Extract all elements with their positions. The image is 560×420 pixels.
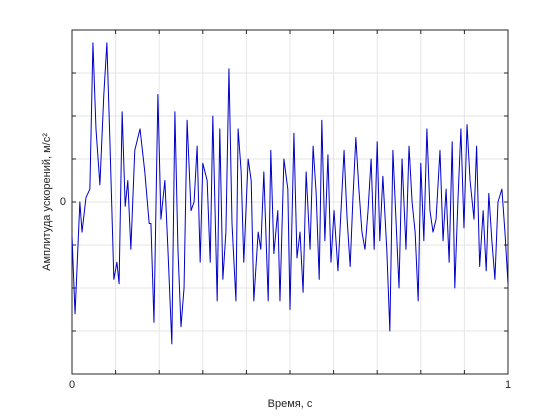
x-tick-label: 0 bbox=[69, 379, 75, 391]
axes-box bbox=[71, 29, 509, 375]
x-tick-label: 1 bbox=[505, 379, 511, 391]
data-line bbox=[71, 42, 509, 345]
y-tick-label: 0 bbox=[60, 196, 66, 208]
y-axis-label: Амплитуда ускорений, м/с² bbox=[41, 133, 53, 271]
x-axis-label: Время, с bbox=[268, 398, 313, 410]
